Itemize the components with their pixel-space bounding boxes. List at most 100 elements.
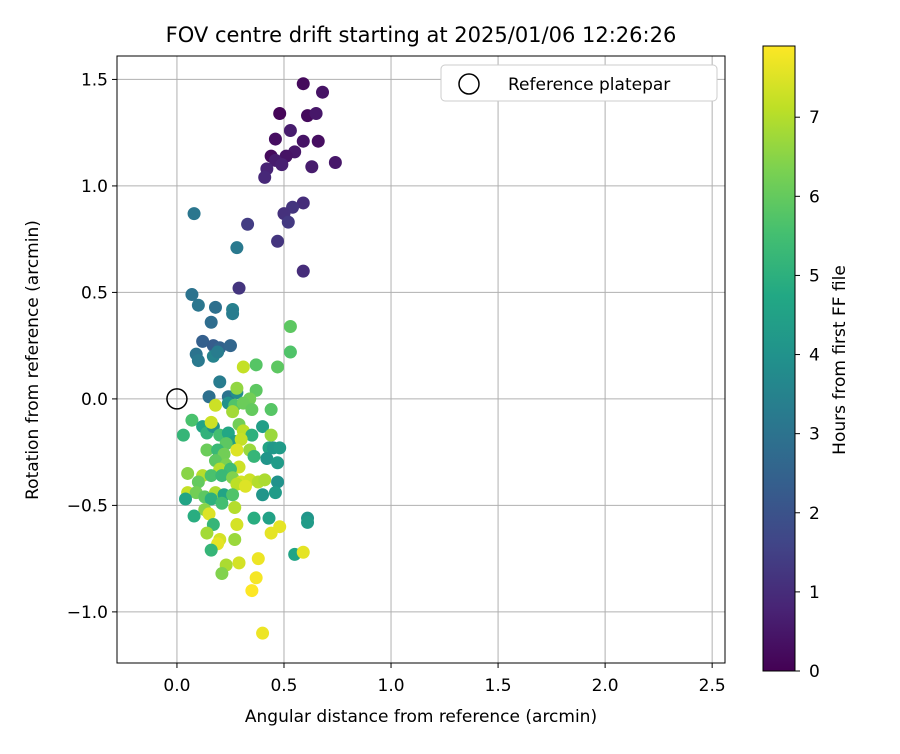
y-tick-label-2: 0.0 <box>81 390 108 410</box>
data-point <box>264 526 278 540</box>
data-point <box>268 132 282 146</box>
data-point <box>181 466 195 480</box>
x-tick-label-4: 2.0 <box>592 676 619 696</box>
data-point <box>232 556 246 570</box>
legend-box <box>440 64 718 102</box>
data-point <box>226 488 240 502</box>
data-point <box>228 501 242 515</box>
y-tick-label-4: 1.0 <box>81 177 108 197</box>
data-point <box>208 300 222 314</box>
data-point <box>226 307 240 321</box>
y-tick-label-0: −1.0 <box>67 603 108 623</box>
data-point <box>241 217 255 231</box>
data-point <box>271 475 285 489</box>
x-tick-label-1: 0.5 <box>270 676 297 696</box>
data-point <box>236 360 250 374</box>
data-point <box>185 413 199 427</box>
data-point <box>228 532 242 546</box>
data-point <box>204 492 218 506</box>
data-point <box>256 626 270 640</box>
data-point <box>204 315 218 329</box>
colorbar-ticks: 0 1 2 3 4 5 6 7 <box>795 108 820 682</box>
data-point <box>305 160 319 174</box>
data-point <box>256 488 270 502</box>
data-point <box>311 134 325 148</box>
data-point <box>264 428 278 442</box>
chart-title: FOV centre drift starting at 2025/01/06 … <box>166 23 677 47</box>
data-point <box>230 381 244 395</box>
data-point <box>271 456 285 470</box>
colorbar-tick-label-5: 5 <box>809 266 820 286</box>
colorbar-tick-label-4: 4 <box>809 346 820 366</box>
y-tick-label-5: 1.5 <box>81 70 108 90</box>
data-point <box>273 441 287 455</box>
data-point <box>249 571 263 585</box>
colorbar-tick-label-2: 2 <box>809 504 820 524</box>
data-point <box>204 543 218 557</box>
data-point <box>296 134 310 148</box>
data-point <box>187 509 201 523</box>
data-point <box>249 358 263 372</box>
data-point <box>245 428 259 442</box>
colorbar-gradient <box>762 45 796 672</box>
data-point <box>268 486 282 500</box>
data-point <box>283 345 297 359</box>
scatter-points <box>176 77 342 640</box>
data-point <box>296 77 310 91</box>
data-point <box>273 107 287 121</box>
data-point <box>281 215 295 229</box>
data-point <box>196 334 210 348</box>
x-tick-label-2: 1.0 <box>378 676 405 696</box>
legend-marker <box>458 73 480 95</box>
plot-frame <box>116 55 726 664</box>
colorbar-tick-label-0: 0 <box>809 662 820 682</box>
data-point <box>191 298 205 312</box>
colorbar-tick-label-6: 6 <box>809 187 820 207</box>
data-point <box>208 398 222 412</box>
data-point <box>204 415 218 429</box>
data-point <box>316 85 330 99</box>
data-point <box>260 452 274 466</box>
data-point <box>296 264 310 278</box>
data-point <box>176 428 190 442</box>
x-axis-ticks: 0.0 0.5 1.0 1.5 2.0 2.5 <box>163 663 726 696</box>
data-point <box>247 449 261 463</box>
data-point <box>191 354 205 368</box>
data-point <box>187 207 201 221</box>
data-point <box>328 155 342 169</box>
data-point <box>283 319 297 333</box>
data-point <box>204 469 218 483</box>
data-point <box>245 403 259 417</box>
legend: Reference platepar <box>440 64 718 102</box>
data-point <box>211 345 225 359</box>
data-point <box>232 281 246 295</box>
data-point <box>200 526 214 540</box>
y-axis-label: Rotation from reference (arcmin) <box>23 220 43 500</box>
data-point <box>215 496 229 510</box>
data-point <box>179 492 193 506</box>
data-point <box>215 567 229 581</box>
data-point <box>275 158 289 172</box>
data-point <box>234 432 248 446</box>
colorbar-tick-label-7: 7 <box>809 108 820 128</box>
x-tick-label-0: 0.0 <box>163 676 190 696</box>
data-point <box>256 420 270 434</box>
data-point <box>258 473 272 487</box>
data-point <box>185 288 199 302</box>
data-point <box>230 518 244 532</box>
y-axis-ticks: −1.0 −0.5 0.0 0.5 1.0 1.5 <box>67 70 117 623</box>
data-point <box>262 511 276 525</box>
data-point <box>258 170 272 184</box>
data-point <box>202 507 216 521</box>
data-point <box>213 375 227 389</box>
data-point <box>296 545 310 559</box>
data-point <box>271 234 285 248</box>
data-point <box>230 443 244 457</box>
data-point <box>226 405 240 419</box>
data-point <box>301 515 315 529</box>
data-point <box>264 403 278 417</box>
data-point <box>191 475 205 489</box>
colorbar: 0 1 2 3 4 5 6 7 Hours from first FF file <box>762 45 850 682</box>
